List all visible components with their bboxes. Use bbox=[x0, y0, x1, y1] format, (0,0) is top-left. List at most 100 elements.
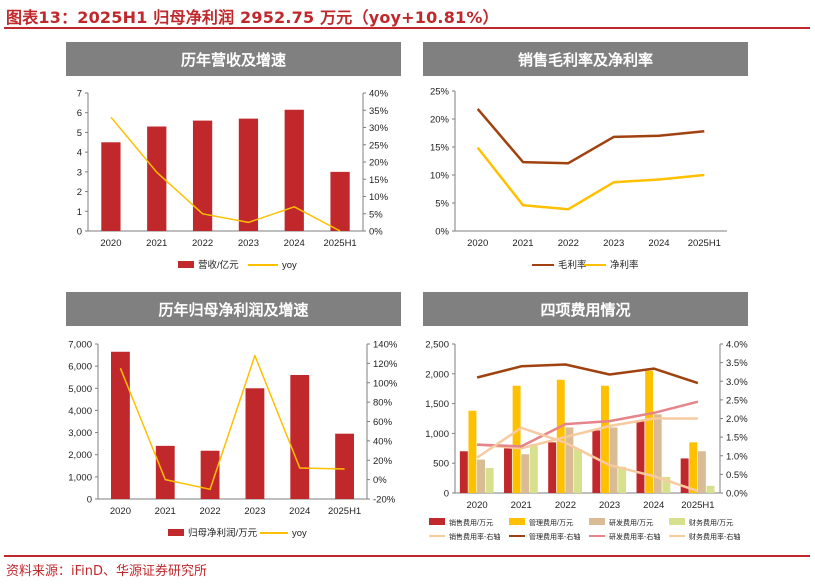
y-left-tick-label: 2,500 bbox=[425, 340, 449, 351]
y-right-tick-label: 20% bbox=[369, 158, 389, 169]
y-left-tick-label: 3,000 bbox=[68, 428, 92, 439]
bar bbox=[548, 442, 557, 493]
panel-title-margin: 销售毛利率及净利率 bbox=[517, 50, 653, 69]
bar bbox=[689, 442, 698, 493]
y-right-tick-label: 40% bbox=[373, 436, 393, 447]
x-tick-label: 2022 bbox=[558, 238, 579, 249]
series-line bbox=[110, 116, 341, 232]
legend-label: 管理费用/万元 bbox=[529, 518, 573, 527]
bar bbox=[335, 433, 354, 499]
series-line bbox=[476, 363, 699, 385]
y-left-tick-label: 6,000 bbox=[68, 362, 92, 373]
legend-swatch bbox=[429, 518, 445, 525]
bar bbox=[111, 351, 130, 499]
legend-label: 毛利率 bbox=[558, 259, 587, 271]
bar bbox=[512, 385, 521, 493]
panel-title-expenses: 四项费用情况 bbox=[540, 300, 631, 319]
y-right-tick-label: 4.0% bbox=[726, 340, 748, 351]
y-left-tick-label: 20% bbox=[430, 115, 450, 126]
netprofit-chart: 0 1,000 2,000 3,000 4,000 5,000 6,000 7,000 -20%… bbox=[68, 340, 398, 540]
panel-header-revenue: 历年营收及增速 bbox=[66, 42, 401, 76]
x-tick-label: 2023 bbox=[603, 238, 624, 249]
bar bbox=[574, 448, 582, 493]
legend-label: 净利率 bbox=[610, 259, 639, 271]
legend-label: 研发费用率-右轴 bbox=[609, 532, 660, 541]
x-tick-label: 2024 bbox=[643, 500, 664, 511]
x-tick-label: 2020 bbox=[110, 506, 131, 517]
x-tick-label: 2021 bbox=[146, 238, 167, 249]
y-left-tick-label: 1,000 bbox=[68, 472, 92, 483]
y-right-tick-label: 35% bbox=[369, 106, 389, 117]
y-right-tick-label: 2.5% bbox=[726, 395, 748, 406]
legend-label: 营收/亿元 bbox=[198, 259, 239, 271]
y-right-tick-label: 120% bbox=[373, 359, 398, 370]
y-left-tick-label: 25% bbox=[430, 87, 450, 98]
legend-label: 销售费用率-右轴 bbox=[449, 532, 500, 541]
panel-header-margin: 销售毛利率及净利率 bbox=[423, 42, 748, 76]
legend-swatch bbox=[509, 518, 525, 525]
bar bbox=[636, 421, 645, 493]
y-right-tick-label: 140% bbox=[373, 340, 398, 351]
bar bbox=[592, 430, 601, 493]
bar bbox=[101, 142, 121, 231]
x-tick-label: 2020 bbox=[467, 500, 488, 511]
bar bbox=[645, 370, 654, 493]
footer-rule bbox=[4, 555, 810, 557]
bar bbox=[609, 427, 618, 493]
y-right-tick-label: 1.5% bbox=[726, 433, 748, 444]
bar bbox=[284, 109, 304, 231]
y-right-tick-label: 0.5% bbox=[726, 470, 748, 481]
y-left-tick-label: 0 bbox=[77, 227, 82, 238]
x-tick-label: 2020 bbox=[467, 238, 488, 249]
series-line bbox=[476, 146, 705, 211]
y-right-tick-label: 2.0% bbox=[726, 414, 748, 425]
x-tick-label: 2022 bbox=[200, 506, 221, 517]
y-right-tick-label: 1.0% bbox=[726, 451, 748, 462]
y-left-tick-label: 10% bbox=[430, 171, 450, 182]
x-tick-label: 2025H1 bbox=[328, 506, 361, 517]
title-underline bbox=[4, 27, 810, 29]
series-line bbox=[476, 426, 699, 493]
bar bbox=[600, 385, 609, 493]
revenue-chart: 0 1 2 3 4 5 6 7 0% 5% 10% 15% 20% 25% 30% 35% 40% 2020 202… bbox=[77, 89, 389, 272]
bar bbox=[147, 126, 167, 231]
y-left-tick-label: 0 bbox=[87, 495, 92, 506]
bar bbox=[529, 444, 538, 493]
bar bbox=[155, 445, 175, 499]
y-right-tick-label: 60% bbox=[373, 417, 393, 428]
legend-swatch bbox=[669, 518, 685, 525]
bar bbox=[330, 171, 350, 231]
series-line bbox=[476, 108, 705, 165]
series-line bbox=[119, 354, 345, 491]
legend-label: yoy bbox=[292, 528, 307, 539]
x-tick-label: 2021 bbox=[512, 238, 533, 249]
y-left-tick-label: 2,000 bbox=[425, 369, 449, 380]
panel-title-netprofit: 历年归母净利润及增速 bbox=[158, 300, 309, 319]
bar bbox=[662, 476, 671, 493]
bar bbox=[680, 458, 689, 493]
legend-label: 归母净利润/万元 bbox=[188, 527, 258, 539]
y-right-tick-label: 40% bbox=[369, 89, 389, 100]
y-right-tick-label: 30% bbox=[369, 123, 389, 134]
bar bbox=[521, 454, 530, 493]
legend-label: 财务费用/万元 bbox=[689, 518, 733, 527]
x-tick-label: 2020 bbox=[100, 238, 121, 249]
bar bbox=[556, 379, 565, 493]
y-left-tick-label: 1,000 bbox=[425, 429, 449, 440]
y-left-tick-label: 5 bbox=[77, 128, 82, 139]
legend-label: 销售费用/万元 bbox=[449, 518, 493, 527]
panel-title-revenue: 历年营收及增速 bbox=[180, 50, 286, 69]
x-tick-label: 2021 bbox=[155, 506, 176, 517]
source-note: 资料来源：iFinD、华源证券研究所 bbox=[6, 564, 208, 579]
bar bbox=[468, 410, 477, 493]
bar bbox=[200, 450, 220, 499]
y-left-tick-label: 4,000 bbox=[68, 406, 92, 417]
y-left-tick-label: 0 bbox=[444, 489, 449, 500]
x-tick-label: 2025H1 bbox=[681, 500, 714, 511]
x-tick-label: 2022 bbox=[555, 500, 576, 511]
x-tick-label: 2025H1 bbox=[323, 238, 356, 249]
y-left-tick-label: 5,000 bbox=[68, 384, 92, 395]
y-right-tick-label: 0.0% bbox=[726, 489, 748, 500]
legend-swatch bbox=[589, 518, 605, 525]
bar bbox=[504, 448, 512, 493]
